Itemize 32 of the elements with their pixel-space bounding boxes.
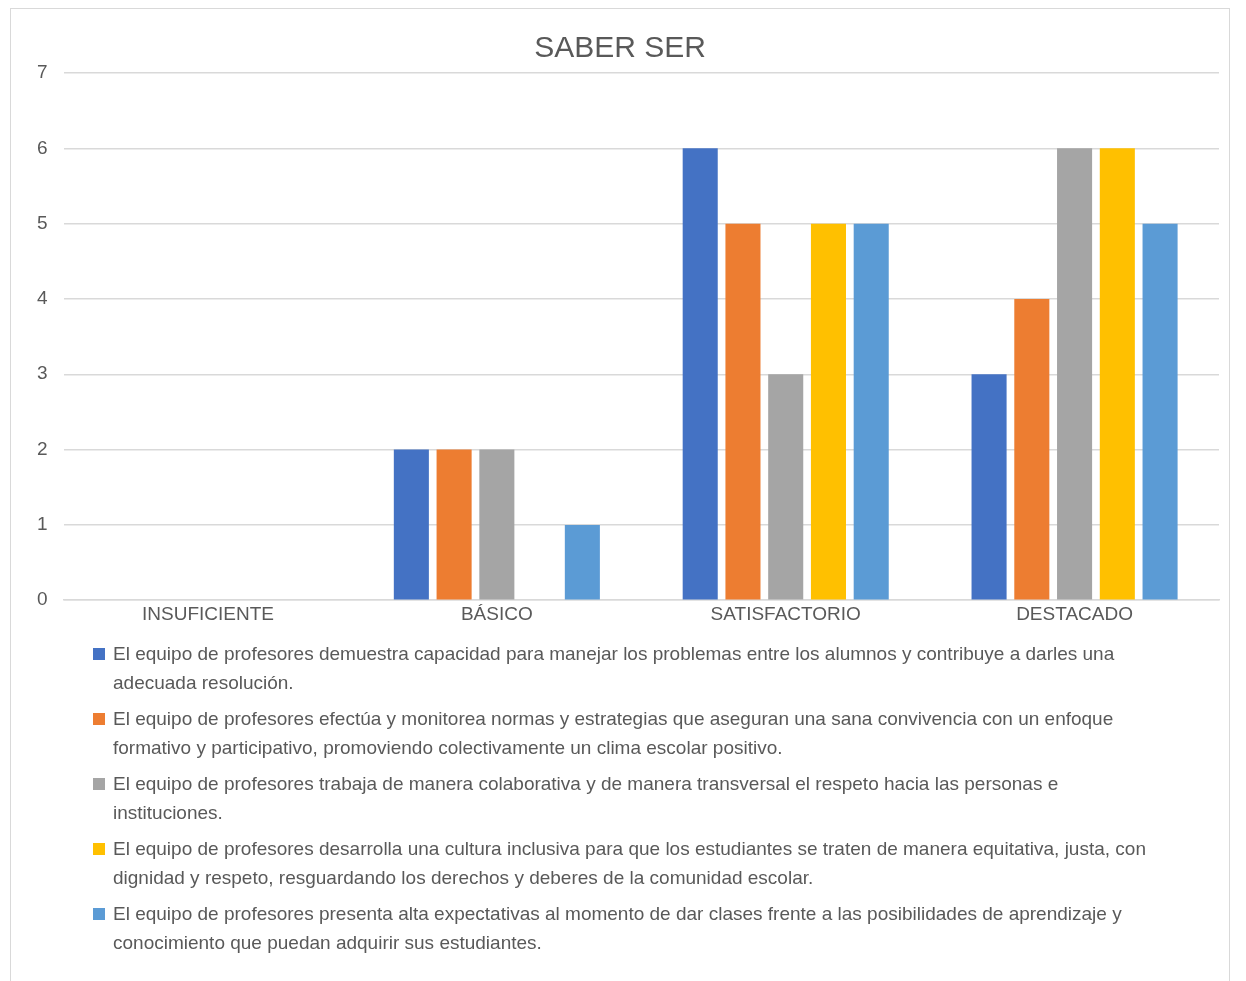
x-tick-label: INSUFICIENTE — [142, 602, 274, 624]
y-tick-label: 3 — [36, 362, 48, 384]
bar — [1057, 148, 1093, 600]
bar — [810, 223, 846, 600]
chart-title: SABER SER — [534, 30, 706, 64]
y-tick-label: 0 — [36, 588, 48, 610]
bar — [436, 449, 472, 600]
bar — [564, 524, 600, 600]
y-tick-label: 5 — [36, 211, 48, 233]
bar — [1099, 148, 1135, 600]
y-tick-label: 2 — [36, 437, 48, 459]
x-tick-label: SATISFACTORIO — [710, 602, 861, 624]
bar — [1142, 223, 1178, 600]
bar — [1014, 298, 1050, 600]
bar — [971, 374, 1007, 600]
legend-label: El equipo de profesores desarrolla una cultura inclusiva para que los estudiantes se traten de manera equitativa, justa, con dignidad y respeto, resguardando los derechos y deberes de la comunidad escolar. — [113, 837, 1147, 890]
y-tick-label: 6 — [36, 136, 48, 158]
bar — [768, 374, 804, 600]
bar — [479, 449, 515, 600]
y-tick-label: 7 — [36, 61, 48, 83]
bar — [682, 148, 718, 600]
legend-label: El equipo de profesores demuestra capacidad para manejar los problemas entre los alumnos y contribuye a darles una adecuada resolución. — [113, 642, 1116, 695]
x-tick-label: DESTACADO — [1016, 602, 1133, 624]
bar — [725, 223, 761, 600]
legend-label: El equipo de profesores presenta alta expectativas al momento de dar clases frente a las posibilidades de aprendizaje y conocimiento que puedan adquirir sus estudiantes. — [113, 902, 1123, 955]
bar — [393, 449, 429, 600]
legend-label: El equipo de profesores trabaja de manera colaborativa y de manera transversal el respeto hacia las personas e instituciones. — [113, 772, 1060, 825]
y-tick-label: 1 — [36, 513, 48, 535]
bar — [853, 223, 889, 600]
x-tick-label: BÁSICO — [460, 602, 533, 624]
y-tick-label: 4 — [36, 287, 48, 309]
legend-label: El equipo de profesores efectúa y monitorea normas y estrategias que aseguran una sana convivencia con un enfoque formativo y participativo, promoviendo colectivamente un clima escolar positivo. — [113, 707, 1115, 760]
